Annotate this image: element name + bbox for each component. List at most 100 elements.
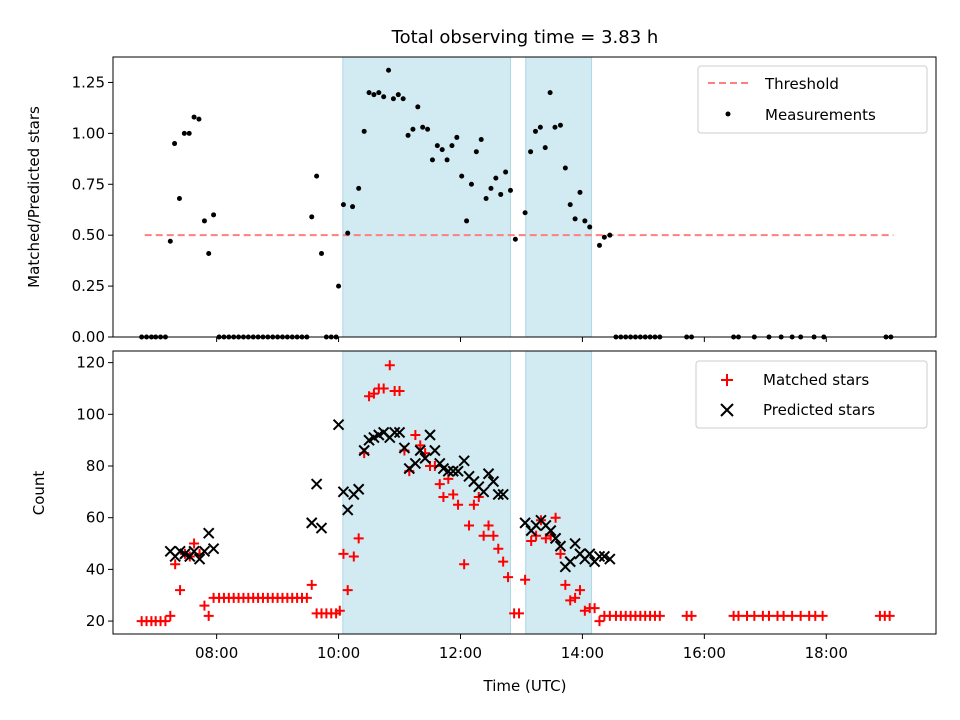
y-tick-label: 0.00	[72, 328, 105, 346]
matched-star-point	[434, 479, 445, 490]
matched-star-point	[574, 585, 585, 596]
matched-star-point	[570, 592, 581, 603]
predicted-star-point	[341, 504, 354, 516]
matched-star-point	[514, 608, 525, 619]
measurement-point	[390, 96, 396, 102]
x-axis-label: Time (UTC)	[483, 677, 567, 695]
measurement-point	[434, 143, 440, 149]
predicted-star-points	[164, 418, 616, 573]
matched-star-point	[733, 610, 744, 621]
bottom-x-axis: 08:00 10:00 12:00 14:00 16:00 18:00	[195, 634, 848, 662]
predicted-star-point	[419, 452, 431, 464]
measurement-point	[181, 130, 187, 136]
top-y-axis-label: Matched/Predicted stars	[25, 106, 43, 288]
matched-star-point	[594, 616, 605, 627]
predicted-star-point	[306, 517, 318, 529]
shaded-interval-0	[342, 56, 511, 338]
matched-star-point	[415, 440, 426, 451]
shaded-interval-1	[525, 56, 593, 338]
matched-star-point	[203, 610, 214, 621]
measurement-point	[459, 173, 465, 179]
predicted-star-point	[424, 429, 436, 441]
y-tick-label: 1.25	[72, 73, 105, 91]
measurement-point	[395, 92, 401, 98]
matched-star-point	[378, 383, 389, 394]
bottom-y-axis-label: Count	[30, 471, 48, 516]
threshold-legend-label: Threshold	[764, 75, 839, 93]
measurement-point	[444, 157, 450, 163]
predicted-star-point	[549, 532, 562, 545]
x-tick-label: 16:00	[683, 644, 726, 662]
matched-star-point	[778, 610, 789, 621]
matched-legend-label: Matched stars	[763, 371, 869, 389]
matched-star-point	[384, 360, 395, 371]
measurement-point	[425, 126, 431, 132]
matched-star-point	[531, 530, 542, 541]
measurement-point	[381, 94, 387, 100]
matched-star-point	[448, 489, 459, 500]
predicted-star-point	[203, 527, 215, 539]
matched-star-point	[165, 610, 176, 621]
top-y-axis: 0.00 0.25 0.50 0.75 1.00 1.25	[72, 73, 113, 346]
predicted-star-point	[564, 555, 576, 568]
measurement-point	[336, 283, 342, 289]
measurement-point	[356, 185, 362, 191]
matched-star-point	[473, 492, 484, 503]
measurement-point	[211, 212, 217, 218]
measurement-point	[167, 238, 173, 244]
predicted-star-point	[519, 517, 531, 529]
matched-star-point	[459, 559, 470, 570]
top-x-ticks	[216, 337, 827, 342]
matched-star-point	[301, 592, 312, 603]
predicted-star-point	[492, 488, 504, 501]
predicted-star-point	[414, 444, 426, 457]
measurement-point	[186, 130, 192, 136]
matched-star-point	[488, 530, 499, 541]
measurement-point	[350, 204, 356, 210]
measurement-point	[537, 124, 543, 130]
predicted-star-point	[337, 486, 350, 498]
x-tick-label: 08:00	[195, 644, 238, 662]
matched-star-point	[410, 429, 421, 440]
measurement-point	[512, 236, 518, 242]
matched-star-point	[342, 585, 353, 596]
measurement-point	[429, 157, 435, 163]
matched-star-point	[338, 548, 349, 559]
matched-star-point	[560, 579, 571, 590]
y-tick-label: 100	[76, 405, 105, 423]
measurement-point	[201, 218, 207, 224]
top-legend-box	[697, 65, 928, 134]
matched-star-point	[478, 530, 489, 541]
y-tick-label: 40	[86, 560, 105, 578]
top-legend: Threshold Measurements	[697, 65, 928, 134]
matched-star-point	[526, 535, 537, 546]
predicted-star-point	[315, 522, 328, 534]
predicted-star-point	[487, 475, 500, 488]
top-panel: 0.00 0.25 0.50 0.75 1.00 1.25 Matched/Predict…	[25, 56, 937, 346]
predicted-star-point	[477, 486, 490, 498]
shaded-interval-1	[525, 350, 593, 635]
matched-star-point	[498, 556, 509, 567]
matched-star-point	[353, 533, 364, 544]
measurement-point	[473, 149, 479, 155]
predicted-star-point	[429, 444, 441, 457]
measurement-points	[139, 67, 894, 340]
predicted-star-point	[358, 444, 370, 457]
y-tick-label: 60	[86, 509, 105, 527]
measurement-point	[542, 145, 548, 151]
y-tick-label: 120	[76, 354, 105, 372]
measurement-point	[196, 116, 202, 122]
predicted-star-point	[458, 455, 470, 467]
matched-star-point	[368, 388, 379, 399]
predicted-star-point	[188, 545, 200, 558]
measurement-point	[172, 141, 178, 147]
matched-star-point	[503, 572, 514, 583]
matched-star-point	[589, 603, 600, 614]
y-tick-label: 0.50	[72, 226, 105, 244]
predicted-star-point	[447, 465, 459, 477]
measurement-point	[557, 122, 563, 128]
matched-star-point	[160, 616, 171, 627]
measurement-point	[420, 124, 426, 130]
x-tick-label: 14:00	[561, 644, 604, 662]
matched-star-point	[483, 520, 494, 531]
